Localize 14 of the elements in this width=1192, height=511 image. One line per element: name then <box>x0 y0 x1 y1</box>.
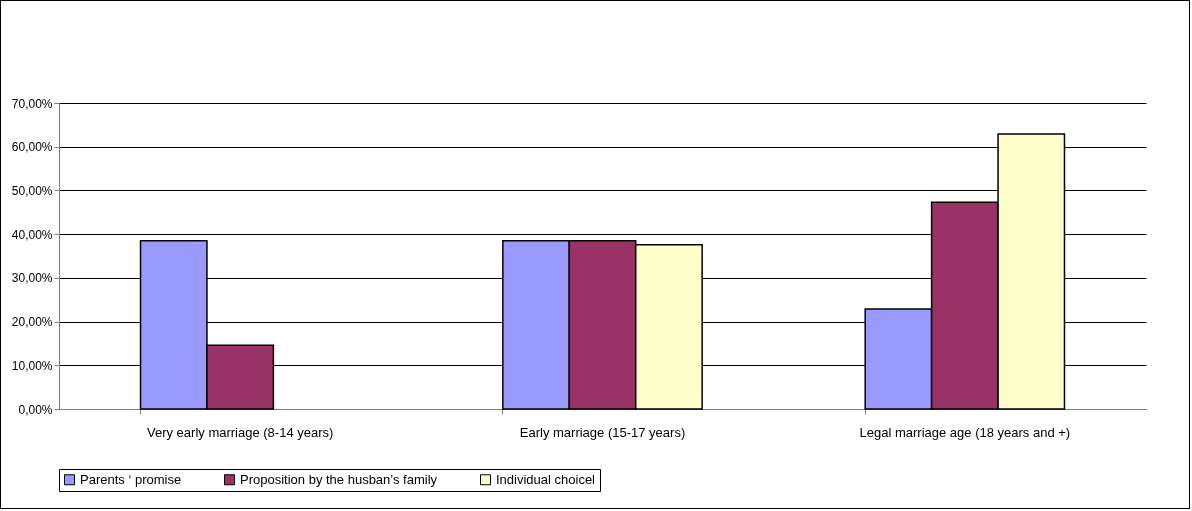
legend-label: Parents ‘ promise <box>80 471 182 487</box>
y-tick-label: 40,00% <box>11 227 53 242</box>
y-tick-label: 0,00% <box>18 402 53 417</box>
x-tick-label: Very early marriage (8-14 years) <box>146 424 334 440</box>
y-tick-label: 10,00% <box>11 358 53 373</box>
y-tick-label: 60,00% <box>11 140 53 155</box>
x-tick-label: Legal marriage age (18 years and +) <box>859 424 1071 440</box>
y-tick-label: 20,00% <box>11 315 53 330</box>
x-tick-label: Early marriage (15-17 years) <box>519 424 686 440</box>
y-tick-label: 70,00% <box>11 96 53 111</box>
y-tick-label: 30,00% <box>11 271 53 286</box>
legend-label: Proposition by the husban’s family <box>240 471 438 487</box>
y-tick-label: 50,00% <box>11 183 53 198</box>
legend-label: Individual choicel <box>496 471 596 487</box>
